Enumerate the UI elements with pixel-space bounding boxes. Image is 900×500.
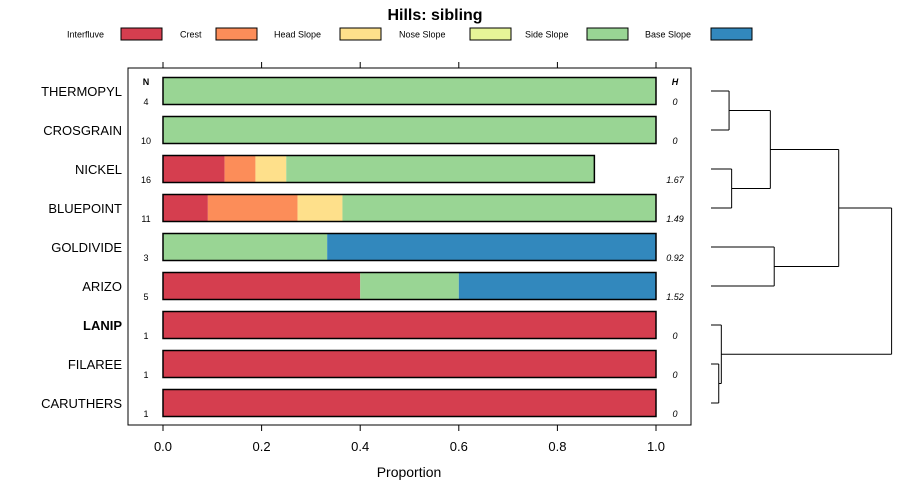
x-tick-label: 0.8 xyxy=(548,439,566,454)
bar-segment xyxy=(224,155,256,183)
row-h: 1.49 xyxy=(666,214,684,224)
bar-segment xyxy=(297,194,343,222)
row-h: 0 xyxy=(672,370,677,380)
legend-label-4: Side Slope xyxy=(525,30,569,40)
bars xyxy=(162,76,657,418)
x-tick-label: 1.0 xyxy=(647,439,665,454)
row-n: 16 xyxy=(141,175,151,185)
row-n: 11 xyxy=(141,214,150,224)
bar-outline xyxy=(162,349,657,379)
row-label: NICKEL xyxy=(75,162,122,177)
legend-label-2: Head Slope xyxy=(274,30,321,40)
x-tick-label: 0.0 xyxy=(154,439,172,454)
legend-swatch-0 xyxy=(120,27,163,41)
row-h: 0.92 xyxy=(666,253,684,263)
bar-segment xyxy=(327,233,656,261)
row-n: 10 xyxy=(141,136,151,146)
bar-segment xyxy=(163,155,225,183)
row-n: 3 xyxy=(143,253,148,263)
bar-outline xyxy=(162,115,657,145)
bar-outline xyxy=(162,388,657,418)
row-h: 0 xyxy=(672,409,677,419)
bar-segment xyxy=(255,155,287,183)
bar-outline xyxy=(162,271,657,301)
n-column-header: N xyxy=(143,77,150,87)
row-label: THERMOPYL xyxy=(41,84,122,99)
row-label: LANIP xyxy=(83,318,122,333)
row-h: 1.67 xyxy=(666,175,685,185)
bar-outline xyxy=(162,154,596,184)
bar-outline xyxy=(162,310,657,340)
row-n: 1 xyxy=(143,331,148,341)
bar-segment xyxy=(163,389,656,417)
row-label: GOLDIVIDE xyxy=(51,240,122,255)
chart-title: Hills: sibling xyxy=(387,7,482,24)
bar-segment xyxy=(163,194,208,222)
x-axis-label: Proportion xyxy=(377,464,442,480)
legend-label-5: Base Slope xyxy=(645,30,691,40)
row-label: ARIZO xyxy=(82,279,122,294)
bar-segment xyxy=(286,155,595,183)
bar-segment xyxy=(163,350,656,378)
legend-swatch-3 xyxy=(469,27,512,41)
x-tick-label: 0.2 xyxy=(253,439,271,454)
row-n: 4 xyxy=(143,97,148,107)
bar-segment xyxy=(163,116,656,144)
legend-swatch-1 xyxy=(215,27,258,41)
row-h: 0 xyxy=(672,331,677,341)
h-column-header: H xyxy=(672,77,679,87)
bar-segment xyxy=(458,272,656,300)
row-n: 5 xyxy=(143,292,148,302)
bar-segment xyxy=(163,233,328,261)
bar-segment xyxy=(163,272,361,300)
bar-outline xyxy=(162,193,657,223)
row-label: BLUEPOINT xyxy=(48,201,122,216)
legend-swatch-4 xyxy=(586,27,629,41)
legend-swatch-2 xyxy=(339,27,382,41)
row-label: CROSGRAIN xyxy=(43,123,122,138)
bar-segment xyxy=(207,194,298,222)
x-tick-label: 0.4 xyxy=(351,439,369,454)
bar-segment xyxy=(163,77,656,105)
row-n: 1 xyxy=(143,409,148,419)
row-h: 0 xyxy=(672,97,677,107)
row-label: CARUTHERS xyxy=(41,396,122,411)
row-n: 1 xyxy=(143,370,148,380)
x-tick-label: 0.6 xyxy=(450,439,468,454)
bar-segment xyxy=(342,194,656,222)
legend-label-1: Crest xyxy=(180,30,202,40)
legend-swatch-5 xyxy=(710,27,753,41)
bar-outline xyxy=(162,76,657,106)
bar-outline xyxy=(162,232,657,262)
legend-label-0: Interfluve xyxy=(67,30,104,40)
plot-panel xyxy=(127,67,692,426)
dendrogram xyxy=(711,90,893,404)
row-h: 1.52 xyxy=(666,292,684,302)
row-h: 0 xyxy=(672,136,677,146)
legend-label-3: Nose Slope xyxy=(399,30,446,40)
legend: Interfluve Crest Head Slope Nose Slope Side … xyxy=(67,27,753,41)
x-axis: 0.0 0.2 0.4 0.6 0.8 1.0 xyxy=(154,62,665,454)
bar-segment xyxy=(163,311,656,339)
row-label: FILAREE xyxy=(68,357,123,372)
bar-segment xyxy=(360,272,459,300)
